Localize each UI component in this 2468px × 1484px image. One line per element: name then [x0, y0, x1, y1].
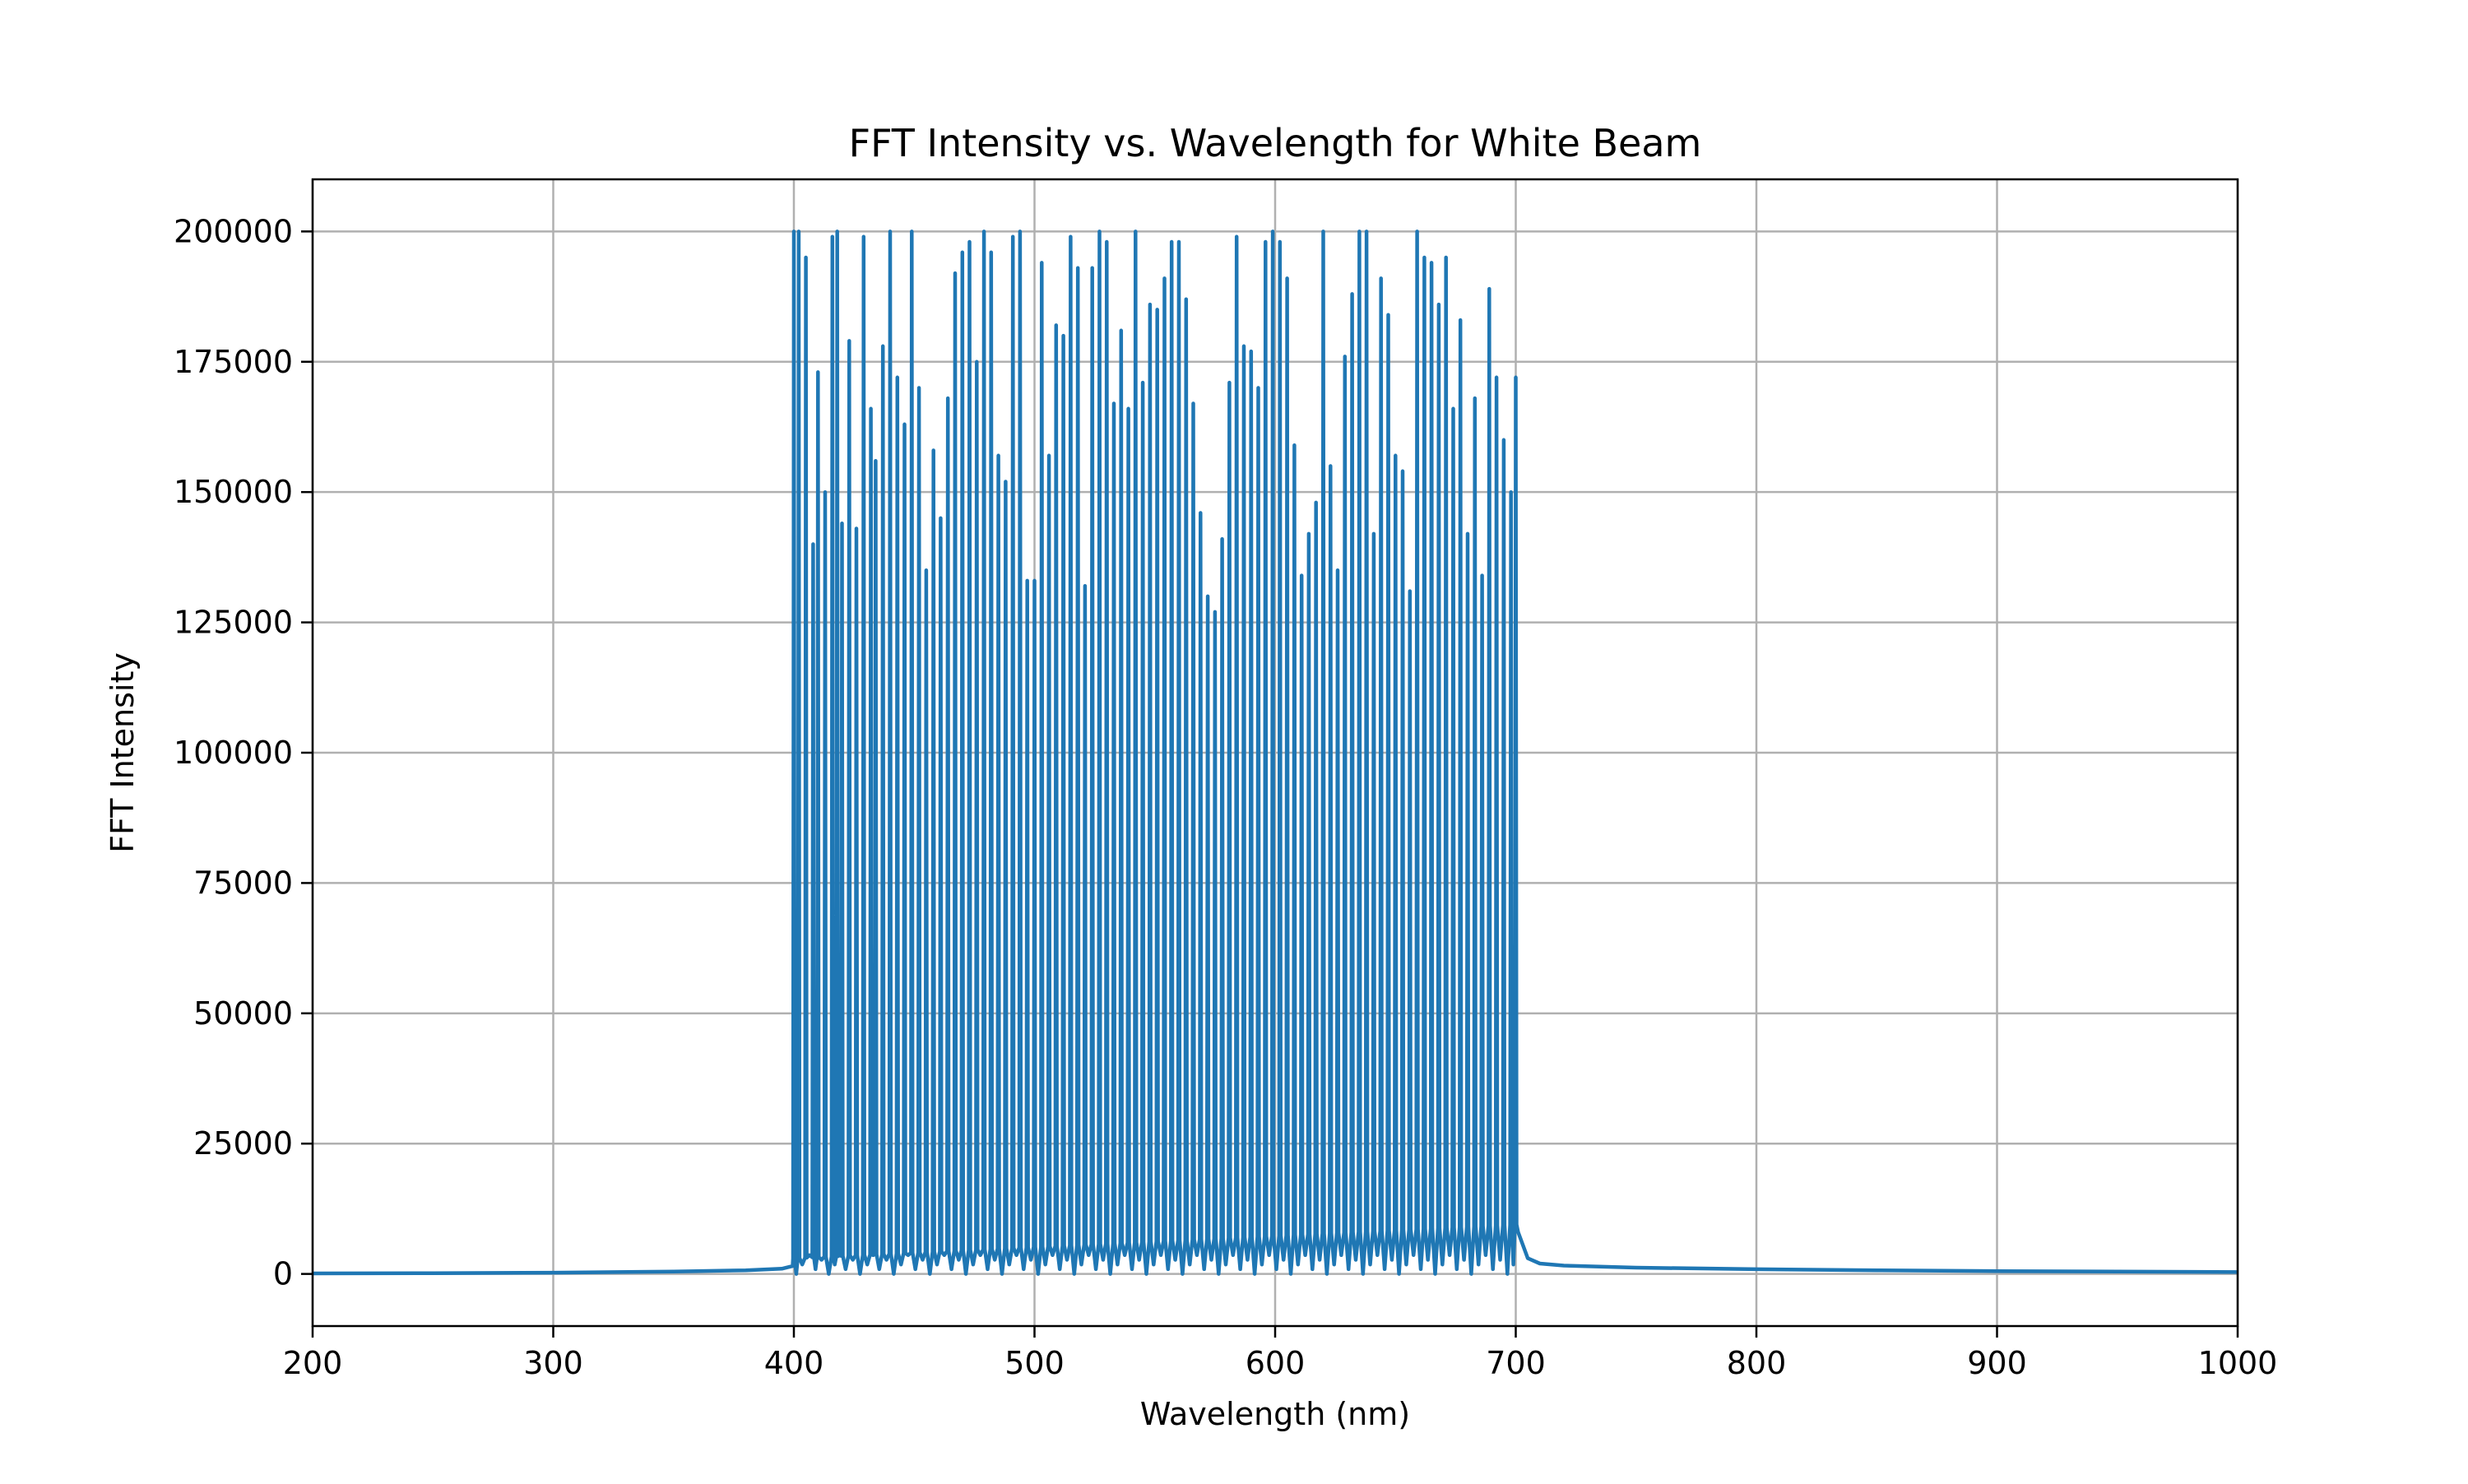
x-tick-label: 300 [523, 1345, 583, 1381]
x-tick-label: 200 [283, 1345, 343, 1381]
x-tick-label: 900 [1967, 1345, 2027, 1381]
x-tick-label: 1000 [2198, 1345, 2278, 1381]
x-tick-label: 400 [764, 1345, 824, 1381]
y-tick-label: 200000 [174, 213, 293, 249]
x-tick-label: 500 [1004, 1345, 1065, 1381]
grid [311, 179, 2239, 1326]
y-tick-label: 100000 [174, 735, 293, 771]
y-tick-label: 50000 [193, 995, 293, 1032]
y-tick-label: 75000 [193, 865, 293, 901]
chart-title: FFT Intensity vs. Wavelength for White B… [849, 121, 1702, 165]
y-axis-ticks: 0 25000 50000 75000 100000 125000 150000 175000… [174, 213, 313, 1292]
y-tick-label: 175000 [174, 344, 293, 380]
x-axis-label: Wavelength (nm) [1140, 1396, 1410, 1432]
y-tick-label: 150000 [174, 474, 293, 510]
x-tick-label: 600 [1246, 1345, 1306, 1381]
plot-area [312, 230, 2238, 1276]
y-tick-label: 125000 [174, 605, 293, 641]
x-tick-label: 700 [1486, 1345, 1546, 1381]
y-axis-label: FFT Intensity [104, 652, 141, 853]
y-tick-label: 25000 [193, 1125, 293, 1162]
y-tick-label: 0 [273, 1256, 293, 1292]
series-line [312, 230, 2238, 1276]
x-axis-ticks: 200 300 400 500 600 700 800 900 1000 [283, 1326, 2278, 1381]
x-tick-label: 800 [1727, 1345, 1787, 1381]
